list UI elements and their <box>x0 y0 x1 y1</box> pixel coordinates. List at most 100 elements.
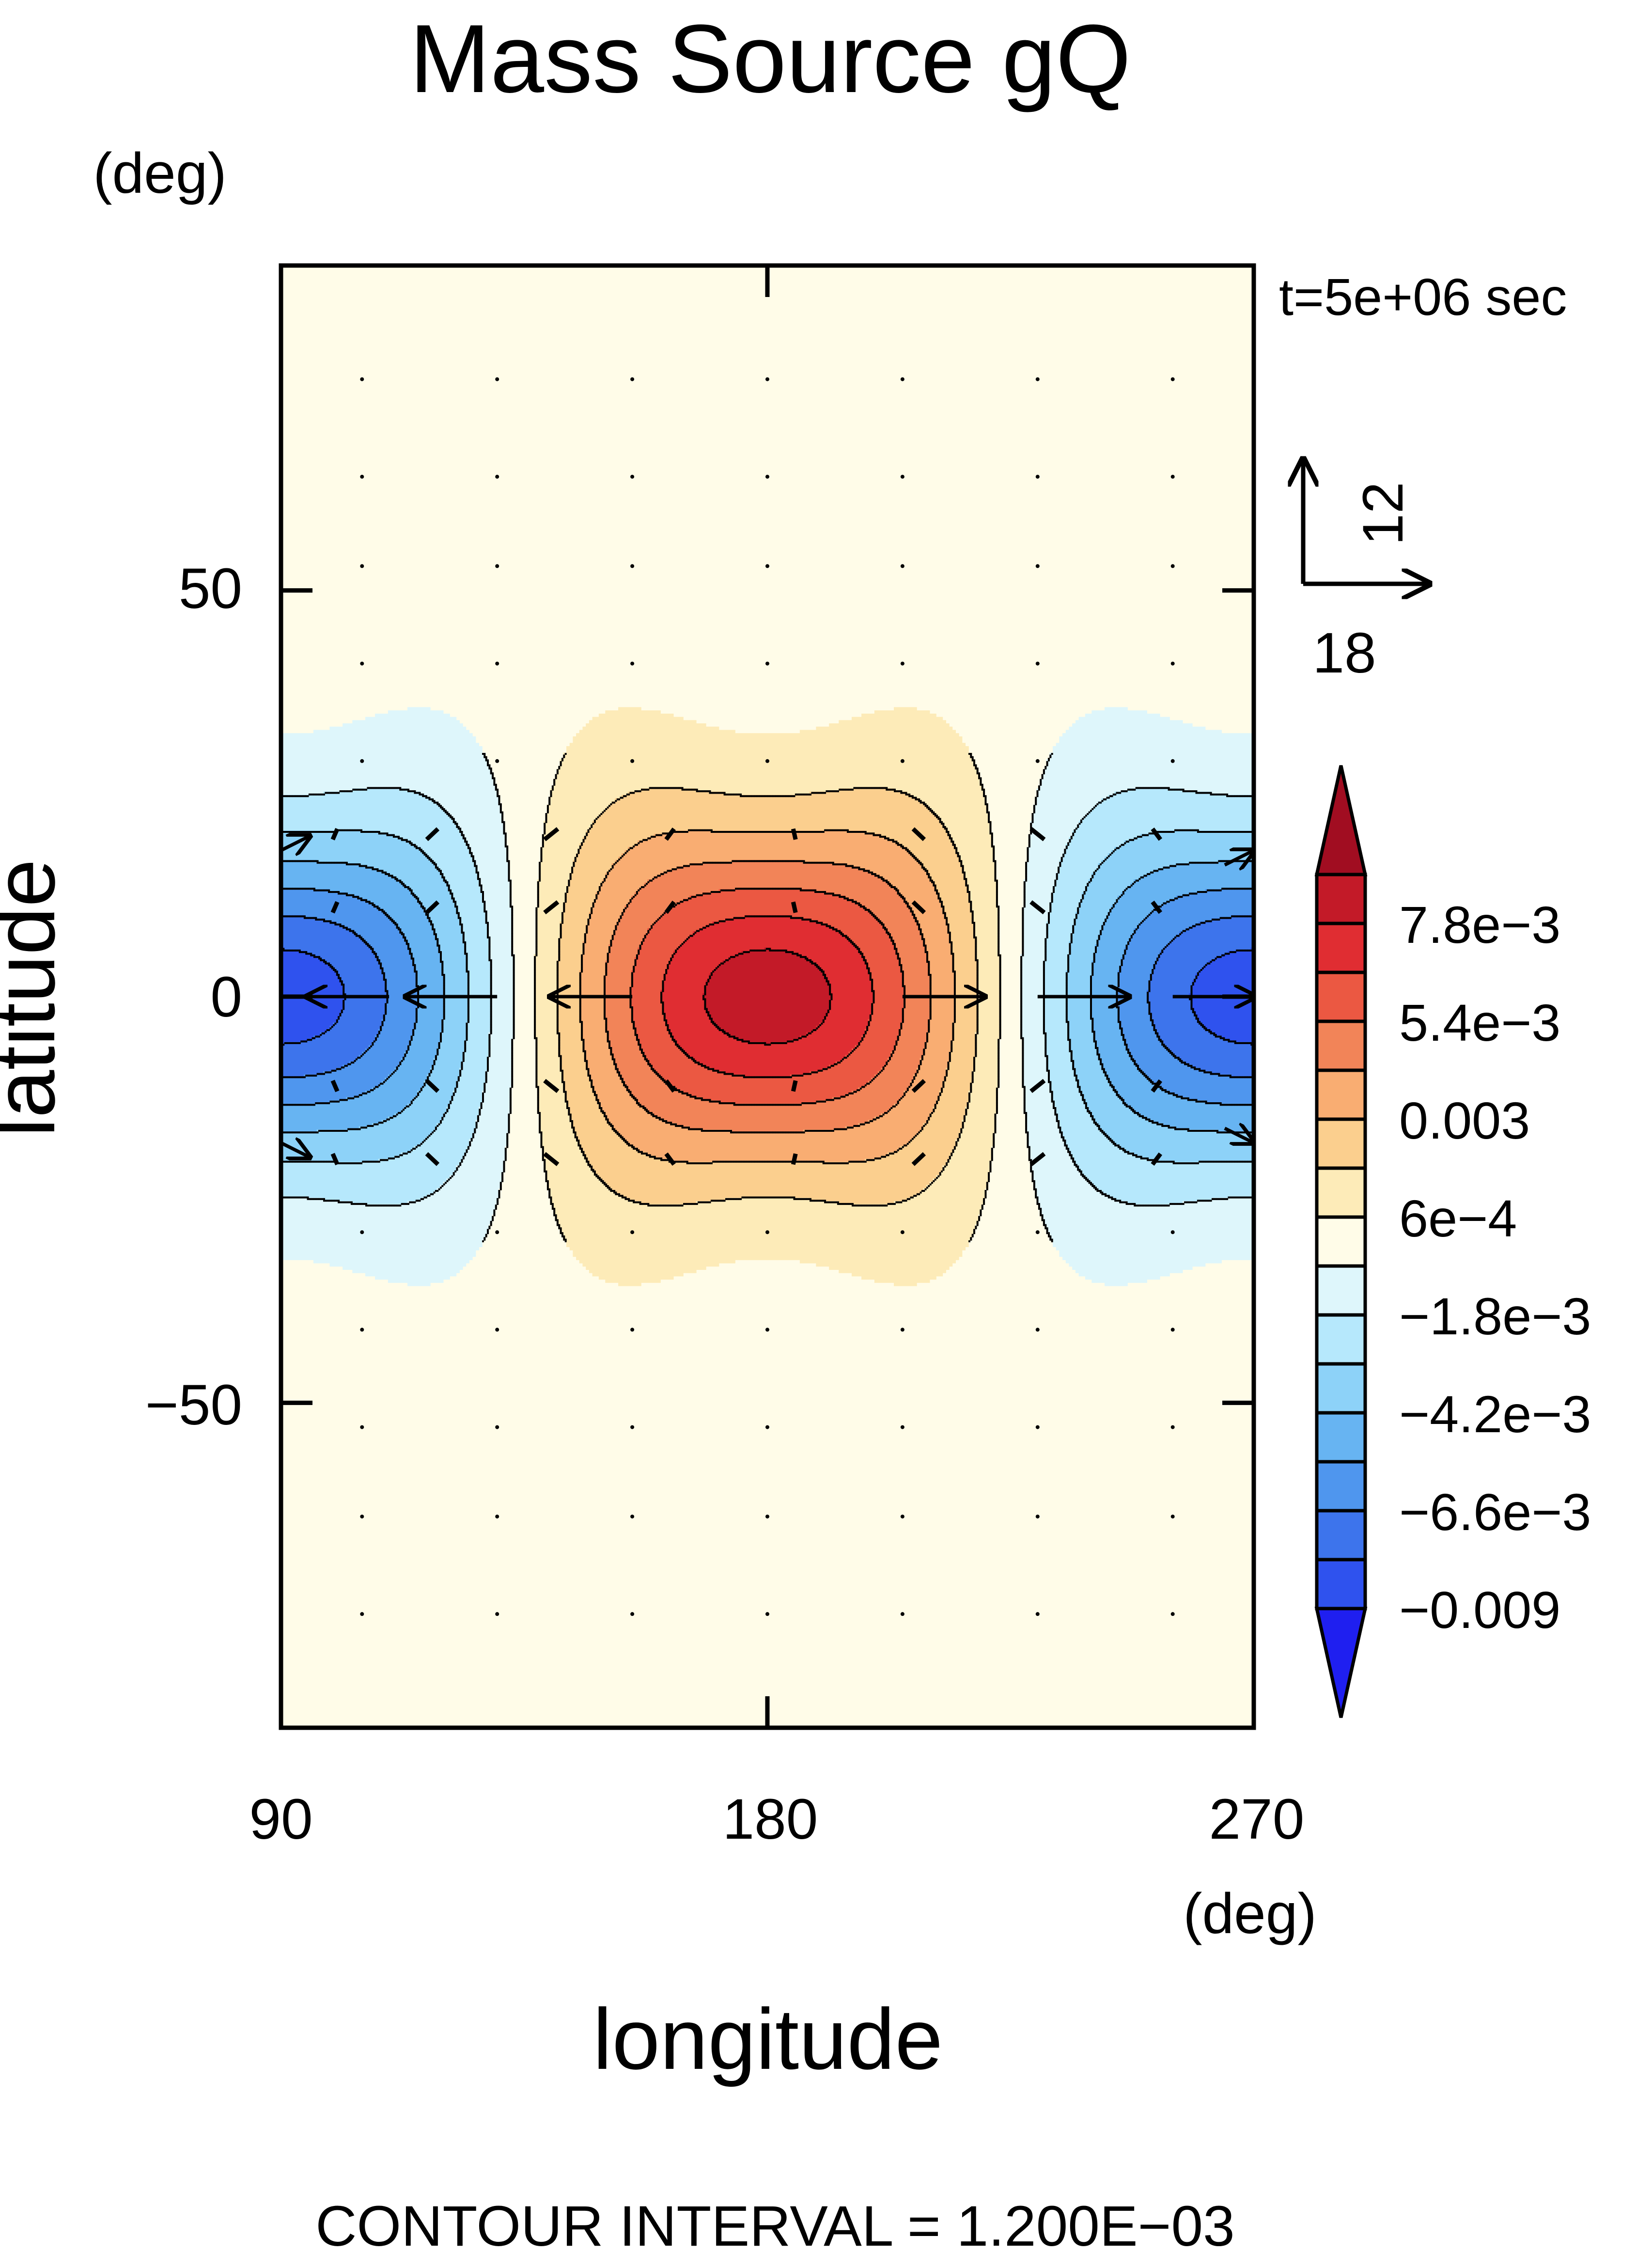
contour-band-cell <box>971 1084 998 1088</box>
contour-line-segment <box>479 883 481 885</box>
contour-band-cell <box>605 964 635 968</box>
contour-line-segment <box>457 828 460 830</box>
contour-line-segment <box>1023 899 1026 901</box>
contour-band-cell <box>281 1123 373 1127</box>
contour-band-cell <box>618 857 917 860</box>
contour-band-cell <box>345 1097 415 1101</box>
contour-band-cell <box>576 857 619 860</box>
contour-band-cell <box>631 1012 664 1016</box>
contour-band-cell <box>897 1035 927 1039</box>
contour-band-cell <box>926 944 953 948</box>
contour-band-cell <box>281 1201 353 1205</box>
contour-band-cell <box>1065 1019 1092 1023</box>
contour-line-segment <box>381 910 384 913</box>
contour-line-segment <box>305 917 308 919</box>
contour-band-cell <box>440 954 467 958</box>
contour-band-cell <box>540 1123 574 1127</box>
contour-band-cell <box>281 1019 337 1023</box>
contour-band-cell <box>398 924 434 929</box>
contour-line-segment <box>845 829 847 831</box>
contour-band-cell <box>560 1045 583 1049</box>
contour-line-segment <box>350 894 353 896</box>
contour-line-segment <box>665 871 668 874</box>
contour-band-cell <box>592 1272 684 1277</box>
contour-band-cell <box>410 1042 440 1046</box>
contour-band-cell <box>900 1032 927 1036</box>
contour-line-segment <box>553 781 556 782</box>
contour-band-cell <box>281 1149 411 1153</box>
contour-line-segment <box>819 831 822 833</box>
contour-band-cell <box>845 1126 923 1130</box>
contour-line-segment <box>343 861 345 864</box>
contour-line-segment <box>826 829 828 831</box>
contour-band-cell <box>336 1019 382 1023</box>
contour-band-cell <box>563 752 972 757</box>
contour-line-segment <box>363 831 366 833</box>
contour-line-segment <box>573 861 575 864</box>
contour-band-cell <box>1043 986 1066 991</box>
contour-band-cell <box>537 924 561 929</box>
contour-band-cell <box>281 788 353 793</box>
contour-line-segment <box>1168 788 1170 791</box>
contour-line-segment <box>971 759 974 762</box>
contour-line-segment <box>790 831 792 833</box>
contour-band-cell <box>608 1032 635 1036</box>
contour-line-segment <box>503 828 505 830</box>
contour-band-cell <box>845 863 923 867</box>
contour-line-segment <box>861 787 864 789</box>
contour-line-segment <box>965 878 967 880</box>
contour-band-cell <box>852 717 943 721</box>
contour-line-segment <box>1062 855 1065 858</box>
contour-line-segment <box>388 834 390 836</box>
contour-band-cell <box>1121 1145 1254 1150</box>
contour-band-cell <box>1127 1103 1254 1108</box>
contour-line-segment <box>704 790 706 793</box>
contour-line-segment <box>655 834 658 836</box>
contour-line-segment <box>307 831 309 833</box>
contour-line-segment <box>493 777 496 780</box>
contour-line-segment <box>1168 901 1170 903</box>
contour-band-cell <box>602 882 645 887</box>
contour-line-segment <box>1111 907 1113 909</box>
contour-line-segment <box>978 772 981 775</box>
contour-band-cell <box>1072 1158 1157 1163</box>
contour-line-segment <box>1199 792 1201 794</box>
contour-band-cell <box>952 967 979 971</box>
contour-band-cell <box>1049 918 1076 922</box>
contour-line-segment <box>1030 824 1032 827</box>
contour-line-segment <box>563 902 565 905</box>
contour-line-segment <box>349 829 351 831</box>
contour-line-segment <box>508 879 510 882</box>
contour-line-segment <box>853 901 856 903</box>
contour-line-segment <box>1239 795 1241 797</box>
contour-line-segment <box>546 806 549 809</box>
contour-line-segment <box>899 844 901 846</box>
contour-line-segment <box>454 823 457 825</box>
contour-band-cell <box>1023 1097 1053 1101</box>
contour-band-cell <box>537 915 564 919</box>
contour-line-segment <box>466 844 468 846</box>
contour-line-segment <box>504 836 507 838</box>
contour-band-cell <box>582 1035 609 1039</box>
contour-line-segment <box>428 857 431 859</box>
contour-line-segment <box>388 787 390 789</box>
contour-band-cell <box>333 967 382 971</box>
contour-line-segment <box>779 860 781 862</box>
contour-line-segment <box>894 841 896 843</box>
contour-line-segment <box>315 831 317 833</box>
contour-band-cell <box>281 801 437 805</box>
contour-line-segment <box>759 831 762 833</box>
contour-line-segment <box>469 847 471 849</box>
contour-band-cell <box>1082 1094 1118 1098</box>
contour-band-cell <box>472 857 509 860</box>
contour-band-cell <box>1069 1045 1095 1049</box>
contour-band-cell <box>929 960 953 965</box>
contour-band-cell <box>631 1009 664 1014</box>
contour-band-cell <box>598 1100 638 1104</box>
contour-line-segment <box>540 850 543 853</box>
contour-line-segment <box>367 866 369 869</box>
contour-line-segment <box>845 863 847 865</box>
contour-band-cell <box>705 1064 829 1069</box>
contour-band-cell <box>1091 1016 1118 1020</box>
contour-line-segment <box>1236 831 1238 833</box>
